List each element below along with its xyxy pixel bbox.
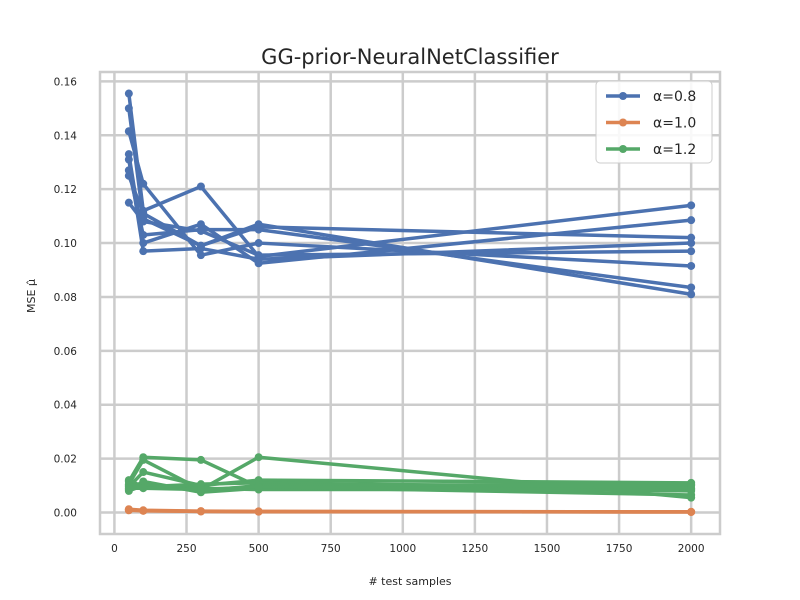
y-tick-label: 0.16 (54, 76, 78, 88)
series-group (124, 89, 696, 299)
legend-marker (619, 145, 627, 153)
data-point (687, 480, 696, 489)
data-point (687, 216, 696, 225)
data-point (687, 201, 696, 210)
data-point (124, 484, 133, 493)
data-point (196, 455, 205, 464)
x-tick-label: 500 (249, 543, 269, 555)
x-tick-label: 1000 (389, 543, 416, 555)
x-axis-label: # test samples (368, 575, 451, 588)
data-point (687, 493, 696, 502)
data-point (254, 453, 263, 462)
chart-title: GG-prior-NeuralNetClassifier (261, 45, 559, 69)
legend-marker (619, 118, 627, 127)
legend: α=0.8 α=1.0 α=1.2 (595, 80, 713, 164)
data-point (139, 230, 148, 239)
data-point (687, 261, 696, 270)
data-point (139, 455, 148, 464)
data-point (124, 198, 133, 207)
data-point (124, 505, 133, 514)
x-tick-label: 1750 (606, 543, 633, 555)
legend-label: α=0.8 (653, 89, 696, 105)
data-point (196, 485, 205, 494)
data-point (139, 247, 148, 256)
data-point (687, 283, 696, 292)
data-point (196, 241, 205, 250)
y-tick-label: 0.04 (54, 400, 78, 412)
legend-label: α=1.0 (653, 116, 696, 132)
data-point (139, 179, 148, 188)
x-tick-label: 1250 (462, 543, 489, 555)
data-point (139, 506, 148, 515)
tick-labels: 0 250 500 750 1000 1250 1500 1750 2000 0.00 0.02 0.… (54, 76, 705, 555)
series-group (124, 505, 696, 516)
data-point (124, 104, 133, 113)
y-axis-label: MSE μ̂ (25, 279, 38, 313)
x-tick-label: 2000 (678, 543, 705, 555)
y-tick-label: 0.08 (54, 292, 77, 304)
data-point (196, 226, 205, 235)
x-tick-label: 250 (176, 543, 196, 555)
data-point (687, 486, 696, 495)
legend-label: α=1.2 (653, 142, 696, 158)
data-point (254, 482, 263, 491)
data-point (687, 290, 696, 299)
series-group (124, 453, 696, 502)
data-point (139, 217, 148, 226)
data-point (196, 507, 205, 516)
x-tick-label: 0 (111, 543, 118, 555)
plot-frame (98, 70, 722, 536)
data-point (687, 233, 696, 242)
data-point (687, 507, 696, 516)
data-point (139, 468, 148, 477)
data-point (139, 484, 148, 493)
y-tick-label: 0.14 (54, 130, 78, 142)
y-tick-label: 0.06 (54, 346, 78, 358)
y-tick-label: 0.10 (54, 238, 77, 250)
legend-marker (619, 92, 627, 100)
data-point (124, 155, 133, 164)
data-point (139, 209, 148, 218)
data-point (124, 127, 133, 136)
x-tick-label: 1500 (534, 543, 561, 555)
data-point (124, 171, 133, 180)
data-point (196, 251, 205, 260)
data-point (687, 247, 696, 256)
data-point (254, 251, 263, 260)
y-tick-label: 0.02 (54, 454, 77, 466)
x-tick-label: 750 (321, 543, 341, 555)
y-tick-label: 0.00 (54, 507, 77, 519)
data-point (254, 222, 263, 231)
data-point (254, 507, 263, 516)
legend-box (595, 80, 713, 164)
data-point (124, 89, 133, 98)
data-point (254, 239, 263, 248)
y-tick-label: 0.12 (54, 184, 77, 196)
data-point (196, 182, 205, 191)
series-layer (124, 89, 696, 516)
